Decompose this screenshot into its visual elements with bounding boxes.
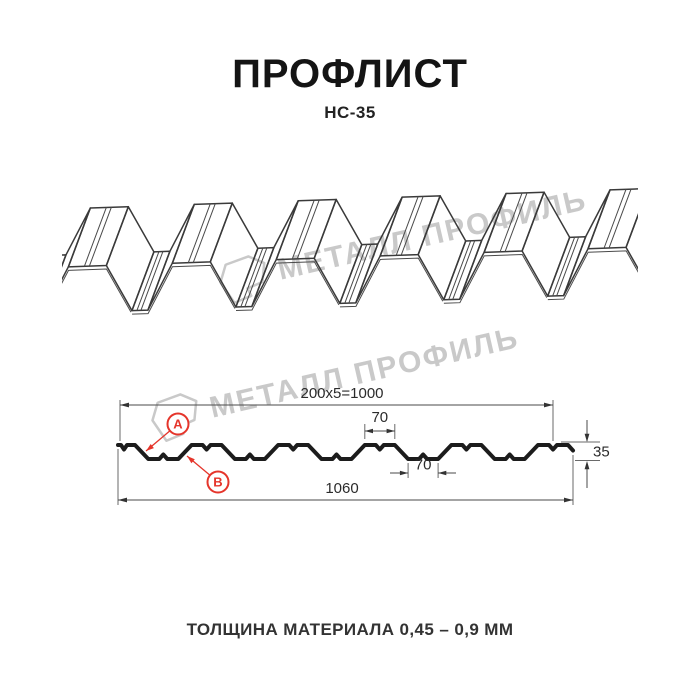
dimension-rib-bottom-label: 70	[415, 457, 432, 474]
dimension-top-total-label: 200x5=1000	[301, 385, 384, 402]
thickness-note: ТОЛЩИНА МАТЕРИАЛА 0,45 – 0,9 ММ	[186, 620, 514, 639]
dimension-profile-height: 35	[561, 420, 610, 488]
marker-b: B	[186, 455, 230, 494]
dimension-rib-bottom: 70	[390, 457, 456, 478]
dimension-overall-width-label: 1060	[325, 480, 358, 497]
sheet-3d-drawing	[62, 186, 638, 315]
dimension-overall-width: 1060	[117, 449, 574, 505]
dimension-rib-top-label: 70	[371, 409, 388, 426]
dimension-rib-top: 70	[364, 409, 396, 439]
marker-a-label: A	[173, 417, 183, 432]
page-title: ПРОФЛИСТ	[232, 52, 468, 96]
dimension-profile-height-label: 35	[593, 444, 610, 461]
marker-a: A	[145, 412, 190, 452]
marker-b-label: B	[213, 475, 222, 490]
cross-section-diagram: 200x5=1000 70 70 1060 35 A	[116, 385, 610, 505]
sheet-3d-ribs	[62, 186, 638, 315]
profile-outline	[116, 443, 575, 461]
profile-model-name: НС-35	[324, 103, 376, 122]
